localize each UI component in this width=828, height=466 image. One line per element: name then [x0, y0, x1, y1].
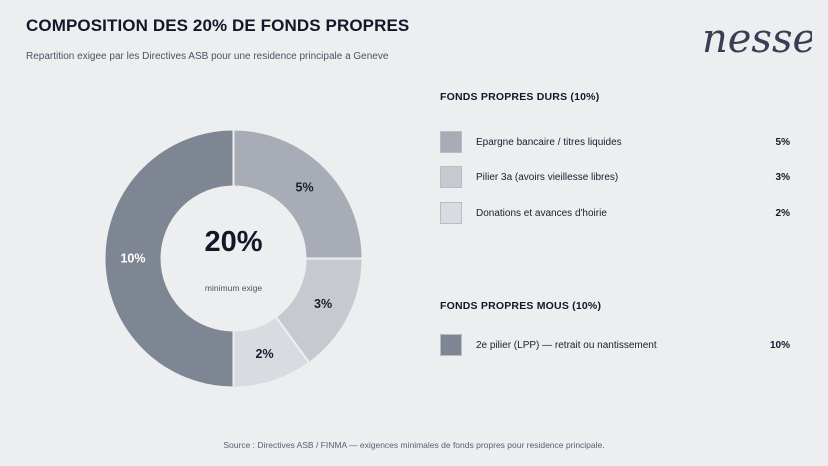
- legend-item-donations: Donations et avances d'hoirie 2%: [440, 201, 790, 225]
- legend-label: Pilier 3a (avoirs vieillesse libres): [476, 171, 619, 183]
- legend-soft-title: FONDS PROPRES MOUS (10%): [440, 300, 602, 312]
- center-note: minimum exige: [205, 283, 262, 293]
- slice-label: 3%: [314, 297, 332, 311]
- legend-value: 10%: [769, 339, 790, 351]
- legend-value: 3%: [775, 171, 790, 183]
- page-subtitle: Repartition exigee par les Directives AS…: [26, 51, 389, 62]
- brand-logo: nessell: [700, 8, 828, 68]
- legend-value: 5%: [775, 136, 790, 148]
- legend-swatch: [440, 202, 462, 224]
- logo-text: nessell: [702, 16, 812, 62]
- source-note: Source : Directives ASB / FINMA — exigen…: [223, 440, 605, 450]
- legend-item-lpp: 2e pilier (LPP) — retrait ou nantissemen…: [440, 333, 790, 357]
- legend-label: 2e pilier (LPP) — retrait ou nantissemen…: [476, 339, 657, 351]
- donut-chart: 5% 3% 2% 10% 20% minimum exige: [96, 121, 371, 396]
- legend-hard-title: FONDS PROPRES DURS (10%): [440, 91, 600, 103]
- legend-label: Epargne bancaire / titres liquides: [476, 136, 622, 148]
- legend-soft-equity: FONDS PROPRES MOUS (10%) 2e pilier (LPP)…: [440, 300, 790, 356]
- legend-swatch: [440, 131, 462, 153]
- donut-slice-labels: 5% 3% 2% 10%: [120, 180, 332, 361]
- legend-value: 2%: [775, 207, 790, 219]
- legend-item-pillar-3a: Pilier 3a (avoirs vieillesse libres) 3%: [440, 165, 790, 189]
- donut-slice: [103, 128, 235, 389]
- legend-label: Donations et avances d'hoirie: [476, 207, 607, 219]
- slice-label: 5%: [296, 180, 314, 194]
- legend-item-bank-savings: Epargne bancaire / titres liquides 5%: [440, 130, 790, 154]
- slice-label: 10%: [120, 252, 145, 266]
- page-title: COMPOSITION DES 20% DE FONDS PROPRES: [26, 16, 410, 35]
- donut-slice: [232, 128, 364, 260]
- donut-svg: 5% 3% 2% 10% 20% minimum exige: [103, 128, 364, 389]
- legend-swatch: [440, 334, 462, 356]
- center-value: 20%: [204, 226, 262, 258]
- legend-swatch: [440, 166, 462, 188]
- donut-slices: [103, 128, 364, 389]
- slice-label: 2%: [256, 347, 274, 361]
- legend-hard-equity: FONDS PROPRES DURS (10%) Epargne bancair…: [440, 91, 790, 224]
